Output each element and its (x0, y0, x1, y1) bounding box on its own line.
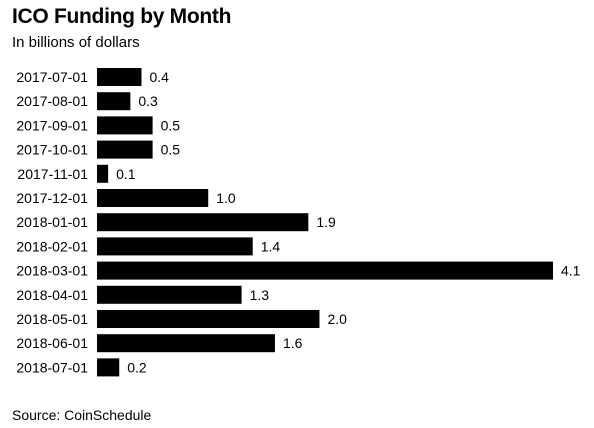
category-label: 2018-02-01 (16, 238, 88, 254)
bar (97, 334, 275, 353)
value-label: 2.0 (327, 311, 347, 327)
source-note: Source: CoinSchedule (12, 407, 152, 423)
bar (97, 285, 242, 304)
category-label: 2018-07-01 (16, 359, 88, 375)
bar (97, 189, 209, 207)
bar (97, 237, 253, 256)
bar (97, 116, 153, 135)
value-label: 0.5 (161, 142, 181, 158)
value-label: 1.0 (216, 190, 236, 206)
category-label: 2017-09-01 (16, 117, 88, 133)
bar (97, 213, 309, 232)
category-label: 2017-08-01 (16, 93, 88, 109)
category-label: 2017-12-01 (16, 190, 88, 206)
value-label: 4.1 (561, 263, 581, 279)
bar (97, 358, 120, 377)
value-label: 1.6 (283, 335, 303, 351)
value-label: 0.2 (127, 359, 147, 375)
category-label: 2017-11-01 (17, 166, 88, 182)
category-label: 2017-10-01 (16, 142, 88, 158)
value-label: 1.3 (250, 287, 270, 303)
bar (97, 261, 553, 280)
value-label: 0.5 (161, 117, 181, 133)
value-label: 0.3 (138, 93, 158, 109)
value-label: 1.4 (261, 238, 281, 254)
category-label: 2018-06-01 (16, 335, 88, 351)
value-label: 0.4 (149, 69, 169, 85)
category-label: 2017-07-01 (16, 69, 88, 85)
category-label: 2018-05-01 (16, 311, 88, 327)
bar-chart: 2017-07-01 0.4 2017-08-01 0.3 2017-09-01 0.5 2… (16, 68, 581, 377)
value-label: 0.1 (116, 166, 136, 182)
category-label: 2018-04-01 (16, 287, 88, 303)
bar (97, 140, 153, 159)
bar (97, 310, 320, 328)
bar (97, 68, 142, 86)
value-label: 1.9 (316, 214, 336, 230)
bar (97, 164, 109, 183)
chart-title: ICO Funding by Month (12, 5, 232, 28)
category-label: 2018-03-01 (16, 263, 88, 279)
bar (97, 92, 131, 111)
category-label: 2018-01-01 (16, 214, 88, 230)
chart-subtitle: In billions of dollars (12, 34, 140, 51)
